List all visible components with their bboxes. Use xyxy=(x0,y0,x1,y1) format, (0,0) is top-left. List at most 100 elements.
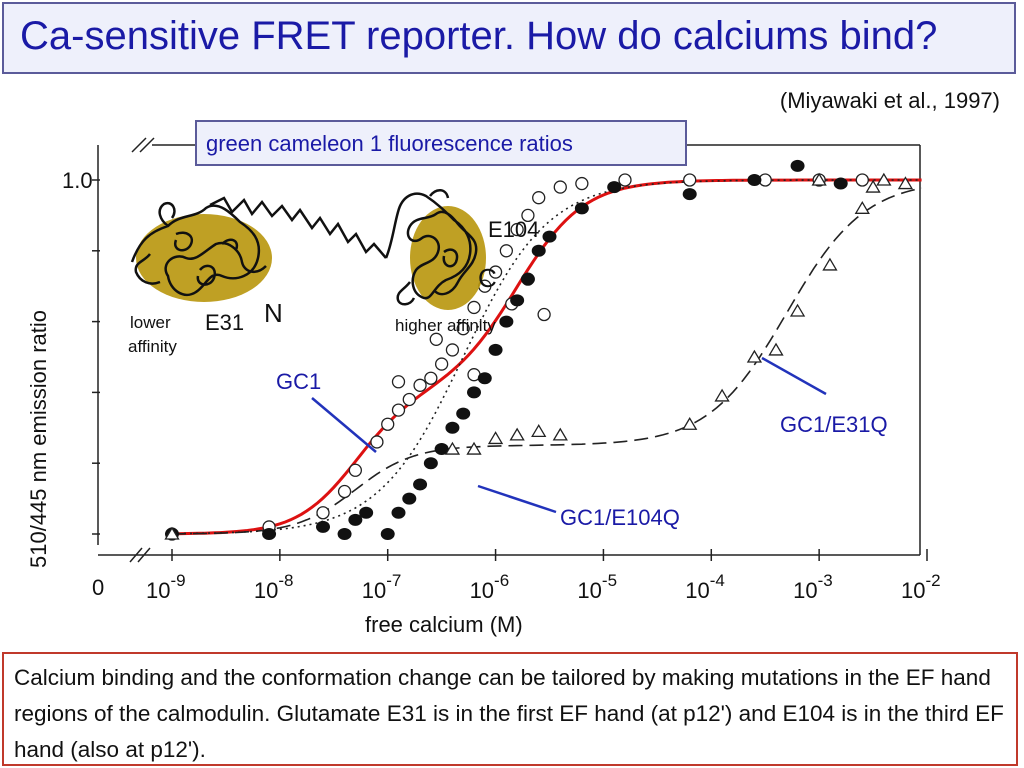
data-point-gc1-e31q xyxy=(746,349,763,363)
x-tick-label: 10-4 xyxy=(685,571,725,603)
data-point-gc1 xyxy=(402,392,416,407)
data-point-gc1-e31q xyxy=(531,424,547,437)
citation: (Miyawaki et al., 1997) xyxy=(779,88,1000,113)
data-point-gc1-e104q xyxy=(542,230,557,243)
data-point-gc1-e104q xyxy=(434,443,449,456)
data-point-gc1-e104q xyxy=(747,174,762,186)
data-point-gc1-e104q xyxy=(499,315,514,328)
data-point-gc1-e104q xyxy=(520,273,535,286)
x-ticks xyxy=(171,549,928,561)
top-axis-break-2 xyxy=(139,137,155,153)
protein-cartoon xyxy=(130,189,486,310)
data-point-gc1-e104q xyxy=(348,513,363,526)
protein-backbone-c xyxy=(384,189,478,306)
data-point-gc1-e31q xyxy=(466,441,482,455)
data-point-gc1 xyxy=(348,463,363,477)
data-point-gc1 xyxy=(532,191,546,205)
data-point-gc1-e31q xyxy=(789,303,806,317)
data-point-gc1-e104q xyxy=(477,372,492,385)
data-point-gc1-e31q xyxy=(487,431,504,445)
data-point-gc1-e104q xyxy=(445,421,460,434)
data-point-gc1-e104q xyxy=(790,159,805,172)
label-n-terminus: N xyxy=(264,298,283,328)
caption-box: Calcium binding and the conformation cha… xyxy=(2,652,1018,766)
data-point-gc1-e104q xyxy=(380,528,395,540)
label-gc1-e104q: GC1/E104Q xyxy=(560,505,680,530)
data-point-gc1 xyxy=(413,378,427,392)
data-point-gc1 xyxy=(553,180,567,194)
data-point-gc1 xyxy=(510,222,524,237)
x-tick-label: 10-8 xyxy=(254,571,294,603)
data-point-gc1 xyxy=(370,435,384,449)
label-c-terminus: C xyxy=(478,263,497,293)
data-point-gc1 xyxy=(683,173,697,187)
data-point-gc1 xyxy=(391,375,406,389)
data-point-gc1-e31q xyxy=(897,176,914,190)
label-gc1-e31q: GC1/E31Q xyxy=(780,412,888,437)
data-point-gc1 xyxy=(488,265,503,279)
data-point-gc1 xyxy=(618,173,632,187)
label-lower-affinity-2: affinity xyxy=(128,337,177,356)
x-tick-label: 10-2 xyxy=(901,571,941,603)
plot-title-box: green cameleon 1 fluorescence ratios xyxy=(195,120,687,166)
pointer-gc1-e31q xyxy=(761,356,827,396)
fit-curves xyxy=(172,178,922,536)
y-axis-title: 510/445 nm emission ratio xyxy=(26,310,51,568)
data-point-gc1-e104q xyxy=(456,407,471,420)
pointer-gc1 xyxy=(311,397,377,453)
x-tick-label: 10-9 xyxy=(146,571,186,603)
data-point-gc1-e104q xyxy=(607,181,622,194)
data-point-gc1-e31q xyxy=(164,526,180,540)
plot-title: green cameleon 1 fluorescence ratios xyxy=(206,131,573,156)
data-point-gc1-e104q xyxy=(316,520,330,533)
x-tick-label-zero: 0 xyxy=(92,575,104,600)
data-point-gc1-e104q xyxy=(833,177,848,190)
y-tick-label-1: 1.0 xyxy=(62,168,93,193)
x-axis-title: free calcium (M) xyxy=(365,612,523,637)
data-point-gc1 xyxy=(424,371,438,385)
data-point-gc1 xyxy=(434,357,449,371)
data-point-gc1 xyxy=(445,343,460,357)
data-point-gc1 xyxy=(337,484,352,499)
x-tick-label: 10-3 xyxy=(793,571,833,603)
label-e104: E104 xyxy=(488,217,539,242)
data-point-gc1-e31q xyxy=(768,342,784,356)
data-point-gc1-e104q xyxy=(413,478,428,491)
label-lower-affinity-1: lower xyxy=(130,313,171,332)
axes xyxy=(97,137,921,563)
data-point-gc1-e31q xyxy=(876,172,892,186)
top-axis-break-1 xyxy=(131,137,147,153)
data-point-gc1 xyxy=(499,244,514,258)
data-point-gc1-e31q xyxy=(682,416,698,430)
x-tick-label: 10-7 xyxy=(362,571,402,603)
data-point-gc1 xyxy=(467,300,481,315)
data-point-gc1-e104q xyxy=(531,244,546,257)
data-point-gc1 xyxy=(456,322,470,336)
x-axis-break-2 xyxy=(137,547,151,563)
data-point-gc1 xyxy=(391,403,406,417)
data-point-gc1 xyxy=(381,417,395,431)
data-point-gc1-e104q xyxy=(391,506,406,519)
label-higher-affinity: higher affinity xyxy=(395,316,496,335)
data-point-gc1-e104q xyxy=(262,528,277,540)
data-point-gc1-e104q xyxy=(467,386,481,399)
data-points xyxy=(164,159,914,541)
data-point-gc1 xyxy=(855,173,869,187)
data-point-gc1 xyxy=(575,176,589,191)
title-banner: Ca-sensitive FRET reporter. How do calci… xyxy=(2,2,1016,74)
data-point-gc1-e31q xyxy=(509,427,525,441)
x-tick-labels: 10-9 10-8 10-7 10-6 10-5 10-4 10-3 10-2 xyxy=(146,571,941,603)
data-point-gc1-e104q xyxy=(423,457,438,470)
data-point-gc1-e104q xyxy=(510,294,525,307)
data-point-gc1-e104q xyxy=(574,202,589,215)
pointer-gc1-e104q xyxy=(477,484,557,514)
x-tick-label: 10-6 xyxy=(470,571,510,603)
protein-backbone-n xyxy=(130,201,267,297)
plot-title-frame xyxy=(195,120,687,166)
data-point-gc1 xyxy=(537,307,551,322)
data-point-gc1-e31q xyxy=(552,427,568,441)
data-point-gc1-e104q xyxy=(402,492,417,505)
data-point-gc1 xyxy=(521,208,535,223)
data-point-gc1-e31q xyxy=(854,201,870,214)
